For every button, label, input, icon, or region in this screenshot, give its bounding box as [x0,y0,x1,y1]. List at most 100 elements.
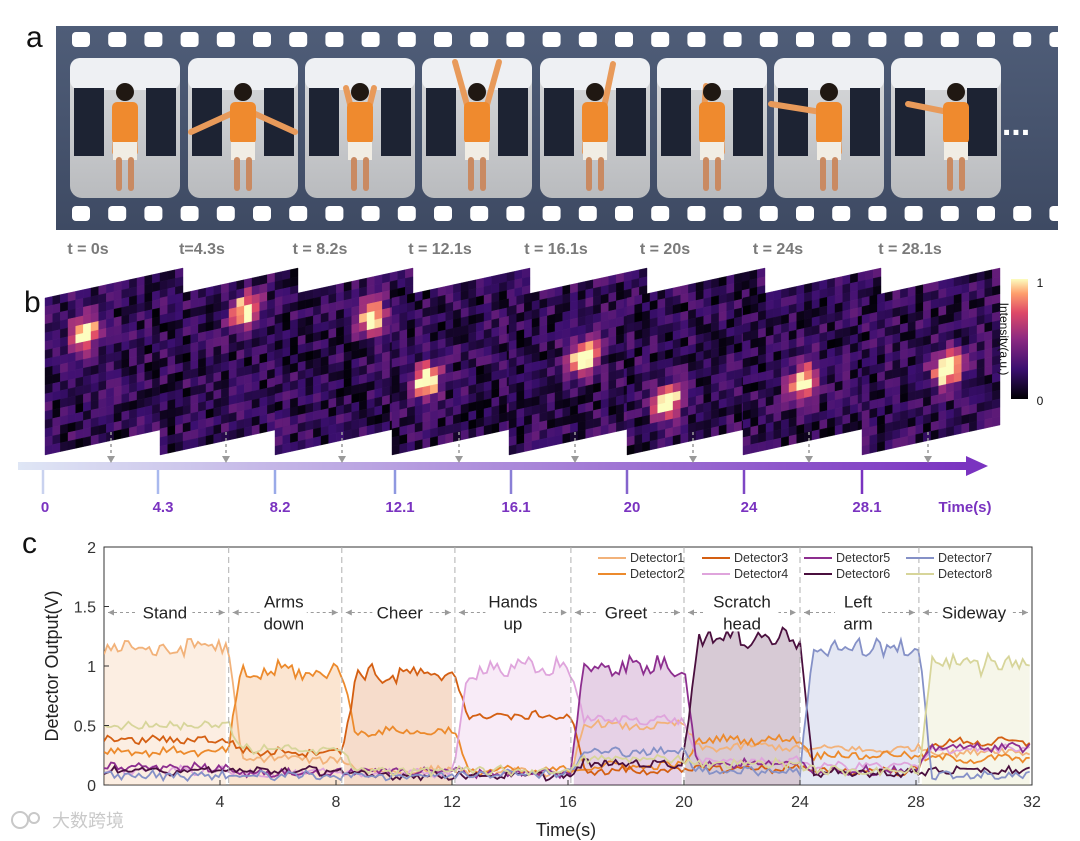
sprocket-hole-top [868,32,887,47]
frame-ceiling [422,58,532,90]
frame-absorber-wall-left [426,88,456,156]
frame-time-label: t = 12.1s [408,241,472,258]
span-arrowhead-right [331,609,338,616]
frame-absorber-wall-right [616,88,646,156]
sprocket-hole-bottom [325,206,344,221]
sprocket-hole-top [723,32,742,47]
timeline-title: Time(s) [938,499,991,516]
timeline-tick-label: 8.2 [270,499,291,516]
span-arrowhead-right [444,609,451,616]
timeline-tick-label: 20 [624,499,641,516]
film-frames [70,58,1001,198]
frame-time-label: t = 16.1s [524,241,588,258]
x-tick-label: 12 [443,794,461,811]
activity-label-bg [937,599,1011,624]
sprocket-hole-top [470,32,489,47]
frame-pointer-arrowhead [455,456,463,463]
legend-label: Detector8 [938,567,992,581]
frame-absorber-wall-right [146,88,176,156]
frame-pointer-arrowhead [805,456,813,463]
activity-label: Cheer [377,603,424,622]
chart-axes: 4 8 12 16 20 24 28 32 0 0.5 1 1.5 2 [74,540,1041,811]
frame-absorber-wall-right [498,88,528,156]
span-arrowhead-left [804,609,810,616]
frame-absorber-wall-left [309,88,339,156]
sprocket-hole-bottom [72,206,90,221]
frame-ceiling [540,58,650,90]
span-arrowhead-left [922,609,929,616]
colorbar-min-label: 0 [1037,394,1044,408]
span-arrowhead-left [574,609,581,616]
activity-label: Stand [143,603,187,622]
activity-label: Greet [605,603,648,622]
legend-label: Detector3 [734,551,788,565]
colorbar-title: Intensity(a.u.) [997,303,1011,376]
timeline-arrowhead [966,456,988,476]
timeline-tick-label: 12.1 [385,499,414,516]
sprocket-hole-bottom [615,206,633,221]
frame-pointer-arrowhead [338,456,346,463]
sprocket-hole-bottom [723,206,742,221]
sprocket-hole-top [977,32,995,47]
y-tick-label: 2 [87,540,96,557]
activity-label: up [503,614,522,633]
sprocket-hole-bottom [651,206,670,221]
sprocket-hole-bottom [832,206,851,221]
sprocket-hole-bottom [904,206,923,221]
series-line-detector6 [104,624,1030,782]
frame-ceiling [657,58,767,90]
person-figure [582,61,616,191]
span-arrowhead-left [688,609,694,616]
sprocket-hole-top [542,32,561,47]
sprocket-hole-bottom [1013,206,1032,221]
sprocket-hole-bottom [397,206,416,221]
frame-ceiling [188,58,298,90]
sprocket-hole-top [216,32,235,47]
sprocket-hole-bottom [578,206,597,221]
sprocket-hole-top [434,32,452,47]
x-tick-label: 20 [675,794,693,811]
frame-time-label: t = 0s [67,241,108,258]
sprocket-hole-bottom [253,206,271,221]
frame-time-labels: t = 0s t=4.3s t = 8.2s t = 12.1s t = 16.1s t … [67,241,942,258]
sprocket-hole-bottom [759,206,778,221]
series-fills [104,626,1030,785]
frame-time-label: t = 8.2s [293,241,348,258]
film-frame [422,58,532,198]
x-tick-label: 8 [332,794,341,811]
x-tick-label: 32 [1023,794,1041,811]
timeline-axis: 0 4.3 8.2 12.1 16.1 20 24 28.1 [18,432,988,516]
watermark-logo-dot-icon [28,812,40,824]
activity-label: Arms [264,592,304,611]
activity-label-bg [260,585,307,632]
legend-label: Detector1 [630,551,684,565]
span-arrowhead-left [345,609,352,616]
series-lines [104,624,1031,783]
frame-ceiling [305,58,415,90]
panel-letter-c: c [22,527,37,560]
sprocket-hole-bottom [940,206,959,221]
sprocket-hole-top [289,32,308,47]
frame-ceiling [891,58,1001,90]
activity-label-bg [705,585,779,632]
sprocket-hole-top [759,32,778,47]
frame-time-label: t = 24s [753,241,803,258]
sprocket-hole-bottom [796,206,814,221]
film-frame [70,58,180,198]
sprocket-hole-bottom [506,206,525,221]
sprocket-hole-bottom [361,206,380,221]
frame-absorber-wall-left [544,88,574,156]
x-tick-label: 24 [791,794,809,811]
panel-letter-b: b [24,286,41,319]
legend-label: Detector4 [734,567,788,581]
frame-time-label: t = 28.1s [878,241,942,258]
y-tick-label: 1.5 [74,600,96,617]
frame-time-label: t=4.3s [179,241,225,258]
frame-time-label: t = 20s [640,241,690,258]
span-arrowhead-right [674,609,680,616]
frame-pointer-arrowhead [689,456,697,463]
colorbar [1011,279,1028,399]
x-tick-label: 28 [907,794,925,811]
sprocket-hole-top [325,32,344,47]
frame-pointer-arrowhead [571,456,579,463]
